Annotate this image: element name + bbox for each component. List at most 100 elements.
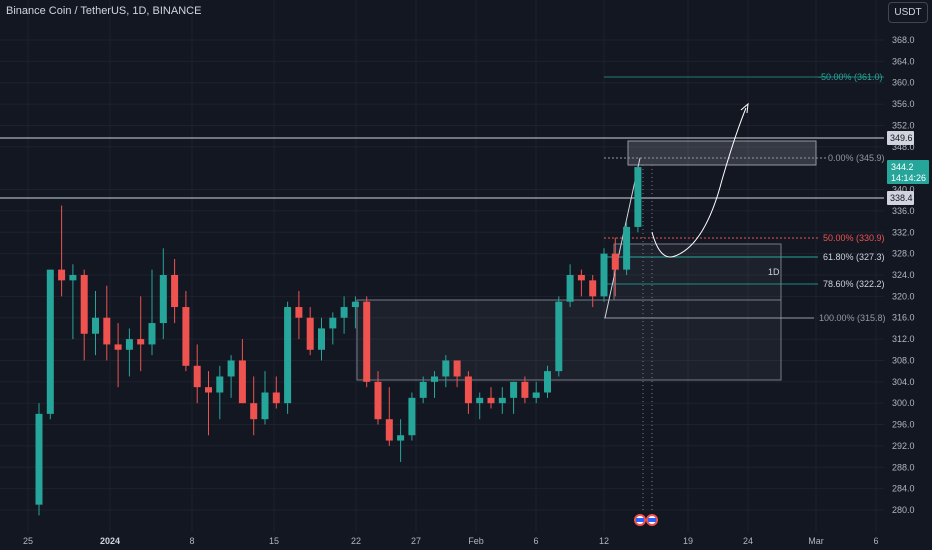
price-badge-bg bbox=[887, 160, 929, 184]
candle bbox=[148, 269, 156, 356]
time-tick-label: 25 bbox=[23, 536, 33, 546]
candle-body bbox=[397, 435, 405, 441]
currency-button[interactable]: USDT bbox=[888, 2, 928, 23]
candle bbox=[238, 339, 246, 404]
candle bbox=[476, 392, 484, 420]
price-tick-label: 288.0 bbox=[892, 462, 915, 472]
price-tick-label: 300.0 bbox=[892, 398, 915, 408]
candle bbox=[58, 205, 66, 297]
candle bbox=[431, 371, 438, 398]
candle bbox=[137, 296, 145, 372]
event-flag-icon[interactable] bbox=[646, 514, 658, 526]
candle bbox=[555, 296, 563, 377]
time-tick-label: 12 bbox=[599, 536, 609, 546]
candles bbox=[35, 167, 642, 516]
time-tick-label: Mar bbox=[808, 536, 824, 546]
candle bbox=[487, 387, 495, 409]
time-tick-label: 15 bbox=[269, 536, 279, 546]
time-axis[interactable]: 25 2024 8 15 22 27 Feb 6 12 19 24 Mar 6 bbox=[23, 536, 879, 546]
level-badge-349-bg bbox=[887, 131, 914, 145]
price-tick-label: 336.0 bbox=[892, 206, 915, 216]
timeframe-tag: 1D bbox=[768, 267, 780, 277]
candle-body bbox=[521, 381, 529, 398]
candle-body bbox=[487, 397, 495, 404]
candle bbox=[103, 285, 111, 361]
candle bbox=[284, 301, 292, 414]
candle bbox=[318, 317, 325, 361]
candle-body bbox=[532, 392, 540, 398]
event-markers bbox=[634, 514, 658, 526]
current-price-badge: 344.2 bbox=[891, 162, 914, 172]
candle-body bbox=[58, 269, 66, 281]
candle bbox=[216, 365, 224, 420]
time-tick-label: 6 bbox=[533, 536, 538, 546]
projection-arrow[interactable] bbox=[651, 102, 749, 258]
candle-body bbox=[261, 392, 269, 420]
price-tick-label: 320.0 bbox=[892, 291, 915, 301]
candle-body bbox=[69, 275, 77, 281]
price-tick-label: 324.0 bbox=[892, 270, 915, 280]
candle-body bbox=[272, 392, 280, 404]
candle bbox=[250, 376, 258, 436]
price-tick-label: 312.0 bbox=[892, 334, 915, 344]
candle bbox=[577, 269, 585, 297]
candle bbox=[363, 296, 371, 388]
demand-zone-upper[interactable] bbox=[613, 243, 782, 301]
countdown-timer: 14:14:26 bbox=[891, 173, 926, 183]
price-tick-label: 340.0 bbox=[892, 185, 915, 195]
candle-body bbox=[623, 226, 631, 270]
time-tick-label: 6 bbox=[873, 536, 878, 546]
fib-label-786: 78.60% (322.2) bbox=[823, 279, 885, 289]
candle-body bbox=[216, 376, 224, 393]
candle bbox=[261, 371, 269, 425]
candle-body bbox=[340, 307, 348, 318]
chart-grid bbox=[0, 0, 884, 532]
candle bbox=[351, 296, 359, 329]
time-tick-label: 27 bbox=[411, 536, 421, 546]
event-flag-icon[interactable] bbox=[634, 514, 646, 526]
candle-body bbox=[306, 317, 314, 350]
candle bbox=[510, 381, 518, 414]
candle-body bbox=[374, 381, 382, 420]
candle-body bbox=[193, 365, 201, 388]
candle bbox=[205, 371, 212, 436]
candle-body bbox=[476, 397, 484, 404]
target-zone[interactable] bbox=[627, 140, 817, 166]
candle bbox=[498, 387, 506, 414]
price-tick-label: 296.0 bbox=[892, 420, 915, 430]
time-tick-label: 8 bbox=[189, 536, 194, 546]
candle bbox=[589, 275, 597, 308]
candle bbox=[227, 355, 235, 398]
price-tick-label: 332.0 bbox=[892, 227, 915, 237]
candle bbox=[419, 376, 427, 404]
candle-body bbox=[431, 376, 438, 382]
candle bbox=[374, 371, 382, 425]
candle-body bbox=[103, 317, 111, 345]
candle bbox=[80, 269, 88, 361]
candle-body bbox=[566, 275, 574, 302]
candle-body bbox=[419, 381, 427, 398]
price-tick-label: 308.0 bbox=[892, 355, 915, 365]
fib-label-ext: -50.00% (361.0) bbox=[818, 72, 883, 82]
price-tick-label: 292.0 bbox=[892, 441, 915, 451]
time-tick-label: 24 bbox=[743, 536, 753, 546]
candle-body bbox=[148, 323, 156, 345]
candle bbox=[35, 403, 43, 516]
level-badge-338-bg bbox=[887, 191, 914, 205]
fib-retracement[interactable] bbox=[604, 76, 884, 512]
chart-symbol-title[interactable]: Binance Coin / TetherUS, 1D, BINANCE bbox=[6, 5, 202, 17]
fib-labels: -50.00% (361.0) 0.00% (345.9) 50.00% (33… bbox=[768, 72, 886, 323]
candle-body bbox=[284, 307, 292, 404]
fib-label-618: 61.80% (327.3) bbox=[823, 252, 885, 262]
fib-label-0: 0.00% (345.9) bbox=[828, 153, 885, 163]
price-axis[interactable]: 368.0 364.0 360.0 356.0 352.0 348.0 340.0 336.0… bbox=[892, 35, 915, 515]
demand-zone-lower[interactable] bbox=[356, 299, 782, 381]
candle bbox=[611, 237, 619, 297]
candle-body bbox=[408, 397, 416, 436]
candle-body bbox=[205, 387, 212, 393]
candle bbox=[521, 376, 529, 404]
candle bbox=[114, 323, 122, 388]
horizontal-levels bbox=[0, 137, 884, 199]
candle-body bbox=[351, 301, 359, 308]
